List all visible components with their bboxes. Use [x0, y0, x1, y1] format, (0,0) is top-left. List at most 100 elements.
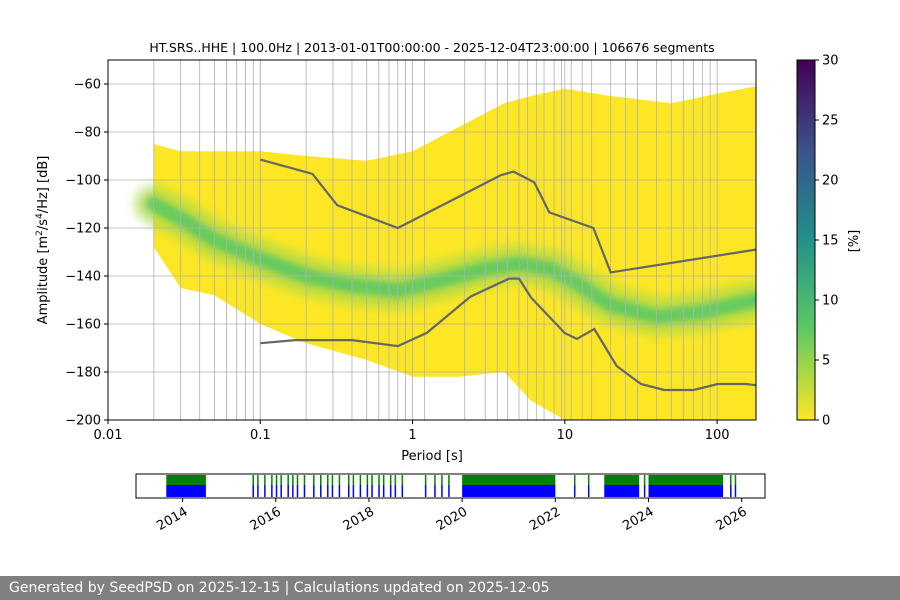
timeline-available-tick [320, 475, 322, 485]
timeline-data-tick [352, 485, 355, 497]
timeline-tick-label: 2026 [714, 504, 750, 534]
timeline-data-tick [275, 485, 278, 497]
timeline-available-tick [257, 475, 259, 485]
timeline-available-tick [389, 475, 392, 485]
plot-frame [107, 59, 757, 421]
x-tick-label: 0.1 [250, 428, 271, 443]
timeline-available-block [462, 475, 556, 485]
timeline-data-block [462, 485, 556, 497]
timeline-available-tick [730, 475, 732, 485]
colorbar-ticks: 0 5 10 15 20 25 30 [815, 54, 839, 429]
density-layer [135, 86, 756, 420]
y-tick-label: −60 [74, 78, 101, 93]
timeline-data-tick [366, 485, 369, 497]
colorbar-tick-label: 0 [822, 414, 830, 429]
timeline-data-tick [389, 485, 392, 497]
data-availability-timeline: 2014 2016 2018 2020 2022 2024 2026 [135, 473, 766, 534]
timeline-available-tick [378, 475, 380, 485]
footer: Generated by SeedPSD on 2025-12-15 | Cal… [0, 576, 900, 600]
density-mode-core [146, 197, 756, 324]
timeline-data-tick [287, 485, 289, 497]
timeline-available-tick [359, 475, 362, 485]
timeline-available-tick [280, 475, 282, 485]
timeline-available-tick [734, 475, 737, 485]
series-nlnm [260, 277, 756, 392]
timeline-available-tick [448, 475, 450, 485]
density-envelope [153, 86, 756, 420]
timeline-data-tick [434, 485, 436, 497]
timeline-data-block [166, 485, 206, 497]
timeline-available-tick [643, 475, 646, 485]
colorbar-gradient [796, 59, 816, 421]
x-tick-label: 10 [557, 428, 574, 443]
timeline-data-tick [394, 485, 397, 497]
timeline-data-tick [401, 485, 404, 497]
timeline-data-tick [327, 485, 329, 497]
timeline-data-tick [303, 485, 306, 497]
colorbar-tick-label: 25 [822, 114, 839, 129]
chart-title: HT.SRS..HHE | 100.0Hz | 2013-01-01T00:00… [149, 40, 714, 55]
timeline-available-tick [252, 475, 254, 485]
timeline-available-tick [401, 475, 404, 485]
timeline-available-tick [287, 475, 289, 485]
timeline-available-tick [587, 475, 590, 485]
x-tick-label: 100 [705, 428, 730, 443]
timeline-data-tick [296, 485, 299, 497]
timeline-data-tick [730, 485, 732, 497]
timeline-available-tick [296, 475, 299, 485]
timeline-available-tick [371, 475, 373, 485]
grid-layer [107, 60, 756, 421]
timeline-data-tick [573, 485, 576, 497]
timeline-available-tick [327, 475, 329, 485]
y-tick-label: −80 [74, 126, 101, 141]
timeline-data-tick [441, 485, 443, 497]
timeline-available-tick [366, 475, 369, 485]
timeline-data-tick [264, 485, 266, 497]
timeline-tick-label: 2016 [248, 504, 284, 534]
timeline-data-tick [257, 485, 259, 497]
timeline-data-block [604, 485, 640, 497]
timeline-available-tick [264, 475, 266, 485]
timeline-available-tick [292, 475, 294, 485]
timeline-data-tick [587, 485, 590, 497]
y-tick-label: −100 [65, 174, 101, 189]
timeline-available-tick [434, 475, 436, 485]
timeline-ticks: 2014 2016 2018 2020 2022 2024 2026 [154, 498, 750, 534]
colorbar-tick-label: 5 [822, 354, 830, 369]
timeline-data-tick [313, 485, 315, 497]
timeline-data-tick [424, 485, 427, 497]
y-tick-label: −120 [65, 222, 101, 237]
timeline-available-tick [347, 475, 350, 485]
y-axis-label: Amplitude [m2/s4/Hz] [dB] [35, 156, 51, 325]
y-axis: −200 −180 −160 −140 −120 −100 −80 −60 [65, 78, 108, 429]
timeline-available-tick [271, 475, 273, 485]
timeline-available-tick [275, 475, 278, 485]
timeline-available-block [648, 475, 724, 485]
timeline-tick-label: 2020 [434, 504, 470, 534]
timeline-tick-label: 2014 [154, 504, 190, 534]
colorbar-tick-label: 30 [822, 54, 839, 69]
timeline-data-tick [292, 485, 294, 497]
timeline-available-block [604, 475, 640, 485]
timeline-bars [166, 475, 737, 497]
timeline-data-tick [643, 485, 646, 497]
timeline-data-block [648, 485, 724, 497]
timeline-tick-label: 2024 [620, 504, 656, 534]
colorbar: 0 5 10 15 20 25 30 [%] [796, 54, 862, 429]
timeline-available-tick [573, 475, 576, 485]
x-axis: 0.01 0.1 1 10 100 [94, 420, 730, 443]
timeline-data-tick [378, 485, 380, 497]
timeline-available-tick [382, 475, 385, 485]
colorbar-tick-label: 20 [822, 174, 839, 189]
timeline-data-tick [371, 485, 373, 497]
timeline-available-tick [352, 475, 355, 485]
timeline-available-tick [338, 475, 341, 485]
timeline-data-tick [331, 485, 334, 497]
timeline-data-tick [347, 485, 350, 497]
timeline-data-tick [271, 485, 273, 497]
x-tick-label: 0.01 [94, 428, 123, 443]
timeline-available-tick [303, 475, 306, 485]
x-axis-label: Period [s] [401, 449, 463, 464]
timeline-data-tick [320, 485, 322, 497]
timeline-data-tick [382, 485, 385, 497]
